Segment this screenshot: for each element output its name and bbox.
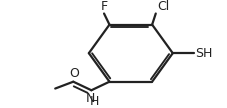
Text: N: N bbox=[85, 92, 95, 105]
Text: SH: SH bbox=[195, 47, 212, 60]
Text: H: H bbox=[90, 95, 99, 108]
Text: O: O bbox=[69, 67, 79, 80]
Text: F: F bbox=[100, 0, 107, 13]
Text: Cl: Cl bbox=[157, 0, 169, 13]
